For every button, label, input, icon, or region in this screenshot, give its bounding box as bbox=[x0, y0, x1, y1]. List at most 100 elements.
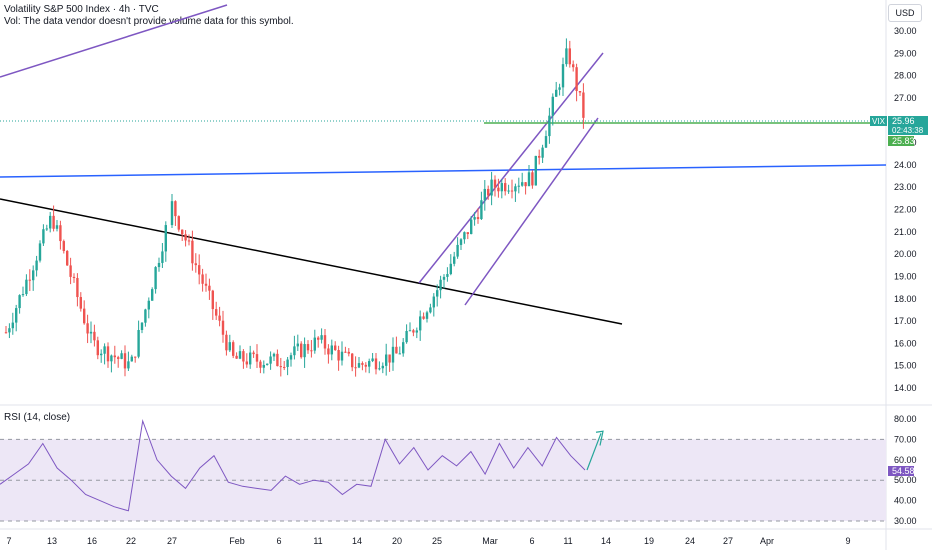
time-tick-label: Mar bbox=[482, 536, 498, 546]
candle-body bbox=[378, 368, 381, 370]
rsi-line bbox=[0, 419, 586, 512]
price-axis[interactable]: 14.00 15.00 16.00 17.00 18.00 19.00 20.00 21.00… bbox=[894, 26, 917, 393]
candle-body bbox=[204, 283, 208, 286]
candle-body bbox=[269, 356, 272, 364]
candle-body bbox=[473, 217, 476, 220]
candle-body bbox=[459, 239, 463, 245]
blue-trend-line bbox=[0, 164, 887, 178]
time-tick-label: 20 bbox=[392, 536, 402, 546]
candle-body bbox=[344, 351, 347, 353]
price-tick-label: 20.00 bbox=[894, 249, 917, 259]
candle-body bbox=[361, 363, 364, 365]
candle-body bbox=[408, 330, 412, 332]
candle-body bbox=[429, 307, 432, 313]
candle-body bbox=[572, 64, 575, 68]
time-tick-label: 13 bbox=[47, 536, 57, 546]
time-tick-label: 19 bbox=[644, 536, 654, 546]
countdown-tag: 02:43:38 bbox=[892, 126, 924, 135]
candle-body bbox=[337, 350, 340, 361]
candle-body bbox=[55, 225, 59, 229]
candle-body bbox=[507, 190, 510, 192]
price-tick-label: 16.00 bbox=[894, 338, 917, 348]
time-tick-label: 6 bbox=[276, 536, 281, 546]
candle-body bbox=[242, 351, 245, 362]
candle-body bbox=[442, 276, 446, 280]
candle-body bbox=[300, 343, 303, 358]
level-tag: 25.83 bbox=[892, 136, 915, 146]
candle-body bbox=[405, 330, 408, 343]
rsi-axis[interactable]: 30.00 40.00 50.00 60.00 70.00 80.00 bbox=[894, 414, 917, 526]
rsi-title[interactable]: RSI (14, close) bbox=[4, 412, 71, 423]
candle-body bbox=[320, 335, 323, 340]
last-price-tag-box bbox=[888, 116, 928, 135]
candle-body bbox=[470, 219, 473, 235]
time-axis[interactable]: 7 13 16 22 27 Feb 6 11 14 20 25 Mar 6 11 14 19 24 27 Apr 9 bbox=[6, 536, 850, 546]
candle-body bbox=[565, 48, 568, 65]
candle-body bbox=[198, 265, 201, 275]
candle-body bbox=[252, 352, 255, 355]
candle-body bbox=[480, 200, 483, 220]
rsi-tick-label: 40.00 bbox=[894, 496, 917, 506]
time-tick-label: 11 bbox=[313, 536, 322, 546]
candle-body bbox=[86, 323, 89, 334]
candle-body bbox=[154, 267, 157, 290]
rsi-tick-label: 70.00 bbox=[894, 434, 917, 444]
candle-body bbox=[225, 334, 228, 351]
rsi-value-tag: 54.58 bbox=[892, 466, 915, 476]
candle-body bbox=[83, 308, 86, 324]
candle-body bbox=[211, 290, 214, 310]
candle-body bbox=[306, 344, 310, 351]
candle-body bbox=[500, 183, 503, 192]
black-trend-line bbox=[0, 198, 623, 325]
candle-body bbox=[317, 337, 320, 340]
candle-body bbox=[249, 352, 252, 365]
candle-body bbox=[340, 351, 344, 361]
rsi-tick-label: 80.00 bbox=[894, 414, 917, 424]
rsi-arrow-head bbox=[595, 430, 604, 446]
candle-body bbox=[147, 300, 150, 310]
candle-body bbox=[289, 355, 293, 360]
price-tick-label: 19.00 bbox=[894, 271, 917, 281]
candle-body bbox=[538, 155, 541, 158]
time-tick-label: 14 bbox=[601, 536, 611, 546]
candle-body bbox=[215, 309, 218, 316]
candle-body bbox=[524, 182, 527, 187]
candle-body bbox=[531, 172, 534, 186]
price-tick-label: 15.00 bbox=[894, 361, 917, 371]
chart-header: Volatility S&P 500 Index · 4h · TVC Vol:… bbox=[4, 4, 294, 28]
candle-body bbox=[127, 361, 130, 369]
candle-body bbox=[514, 186, 517, 192]
channel-upper-line bbox=[418, 52, 604, 284]
currency-button[interactable]: USD bbox=[888, 4, 922, 22]
price-tick-label: 30.00 bbox=[894, 26, 917, 36]
candle-body bbox=[45, 228, 48, 230]
candle-body bbox=[42, 229, 45, 244]
symbol-title[interactable]: Volatility S&P 500 Index · 4h · TVC bbox=[4, 4, 159, 15]
candle-body bbox=[120, 353, 123, 359]
upper-trend-line bbox=[0, 4, 228, 78]
candle-body bbox=[323, 335, 327, 349]
candle-body bbox=[174, 201, 177, 217]
candle-body bbox=[130, 356, 133, 362]
candle-body bbox=[313, 337, 316, 351]
candle-body bbox=[113, 355, 116, 358]
candle-body bbox=[327, 348, 330, 355]
candle-body bbox=[25, 279, 28, 295]
candle-body bbox=[181, 229, 184, 235]
candle-body bbox=[483, 188, 486, 201]
candle-body bbox=[134, 356, 137, 358]
rsi-tick-label: 60.00 bbox=[894, 455, 917, 465]
candle-body bbox=[568, 48, 571, 65]
candle-body bbox=[449, 263, 452, 275]
candle-body bbox=[21, 294, 25, 296]
candles bbox=[4, 38, 585, 377]
candle-body bbox=[218, 315, 221, 321]
candle-body bbox=[463, 232, 466, 240]
candle-body bbox=[106, 346, 110, 362]
candle-body bbox=[100, 353, 103, 356]
candle-body bbox=[357, 363, 361, 368]
time-tick-label: 16 bbox=[87, 536, 97, 546]
candle-body bbox=[151, 289, 154, 301]
time-tick-label: 14 bbox=[352, 536, 362, 546]
